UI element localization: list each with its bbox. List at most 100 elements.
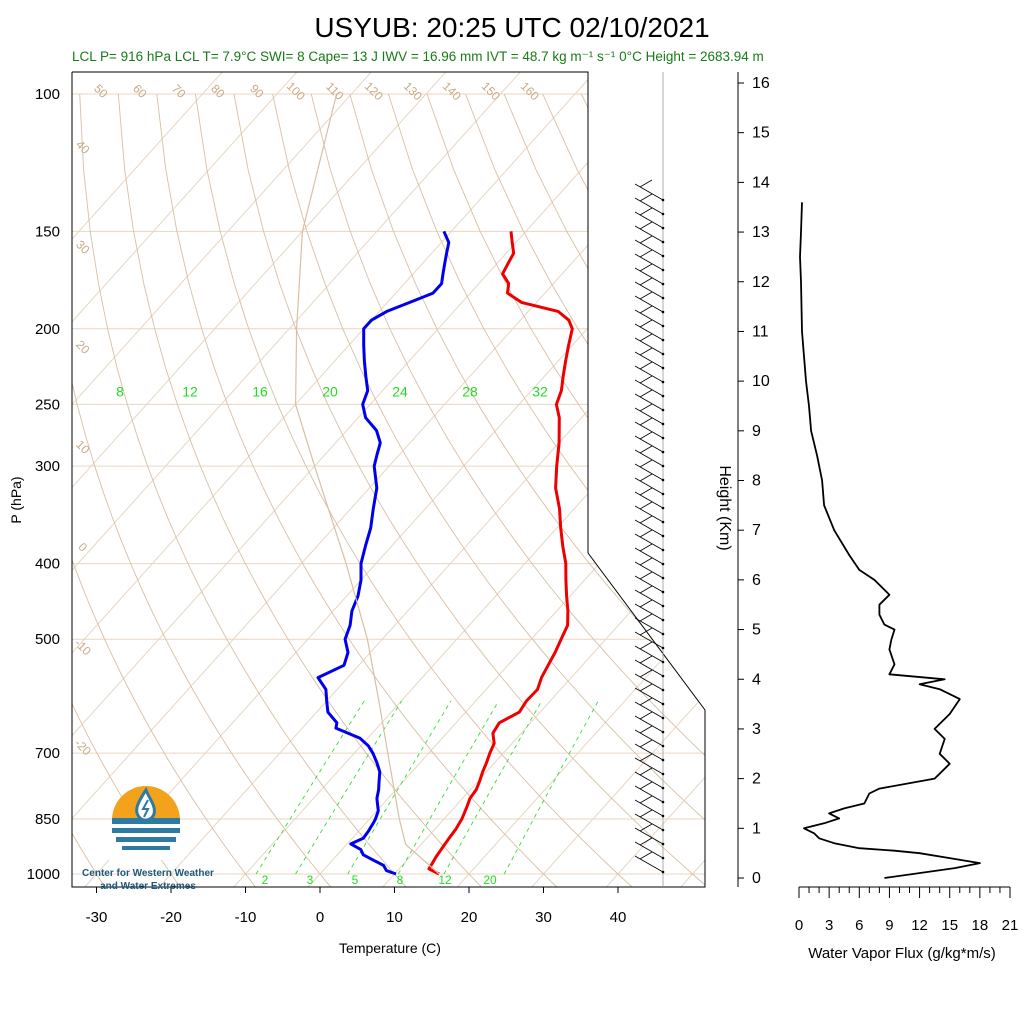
wind-barb: [634, 855, 664, 873]
y-tick-label: 400: [35, 556, 60, 573]
isotherm-line: [72, 72, 235, 887]
wind-barb-flag: [639, 809, 653, 818]
wind-barb-flag: [639, 697, 653, 706]
flux-x-tick-label: 3: [825, 917, 833, 934]
mixing-ratio-label: 12: [182, 384, 198, 400]
wind-barb-flag: [639, 627, 653, 636]
wind-dot: [661, 478, 665, 482]
isotherm-line: [155, 72, 705, 887]
wind-barb-flag: [639, 375, 653, 384]
y-axis-label: P (hPa): [8, 476, 24, 523]
flux-y-tick-label: 0: [752, 870, 761, 887]
y-tick-label: 700: [35, 745, 60, 762]
y-tick-label: 200: [35, 321, 60, 338]
wind-dot: [661, 702, 665, 706]
mixing-ratio-bottom-label: 2: [262, 873, 269, 887]
wind-dot: [661, 212, 665, 216]
wind-barb: [634, 561, 664, 579]
y-tick-label: 250: [35, 396, 60, 413]
isotherm-line: [72, 72, 384, 887]
flux-x-tick-label: 12: [911, 917, 928, 934]
isotherm-label: 10: [73, 437, 93, 457]
logo-wave-icon: [112, 818, 180, 850]
adiabat-label: 160: [518, 79, 542, 103]
mixing-ratio-bottom-label: 12: [438, 873, 452, 887]
mixing-ratio-bottom-label: 20: [483, 873, 497, 887]
wind-dot: [661, 590, 665, 594]
wind-dot: [661, 632, 665, 636]
wind-barb-flag: [639, 683, 653, 692]
wind-barb-flag: [639, 291, 653, 300]
y-tick-label: 300: [35, 458, 60, 475]
wind-barb: [634, 603, 664, 621]
dry-adiabat: [658, 93, 705, 887]
isotherm-line: [230, 72, 705, 887]
isotherm-line: [72, 72, 705, 887]
wind-barb-flag: [639, 725, 653, 734]
wind-barb: [634, 239, 664, 257]
wind-barb-flag: [639, 487, 653, 496]
wind-barb-flag: [639, 221, 653, 230]
wind-barb-flag: [639, 669, 653, 678]
dry-adiabat: [310, 93, 705, 887]
flux-x-tick-label: 6: [855, 917, 863, 934]
wind-dot: [661, 366, 665, 370]
flux-y-tick-label: 12: [752, 274, 770, 291]
dry-adiabat: [233, 93, 705, 887]
x-axis-label: Temperature (C): [339, 940, 441, 956]
wind-dot: [661, 576, 665, 580]
wind-dot: [661, 548, 665, 552]
dry-adiabat: [79, 93, 410, 887]
parcel-trace: [295, 93, 440, 875]
wind-barb-flag: [639, 515, 653, 524]
wind-dot: [661, 562, 665, 566]
dry-adiabat: [580, 93, 705, 887]
wind-dot: [661, 268, 665, 272]
x-tick-label: -10: [235, 909, 257, 926]
mixing-ratio-label: 16: [252, 384, 268, 400]
wind-dot: [661, 450, 665, 454]
wind-barb: [634, 309, 664, 327]
wind-dot: [661, 226, 665, 230]
isotherm-line: [602, 72, 705, 887]
wind-dot: [661, 758, 665, 762]
mixing-ratio-line: [503, 700, 599, 875]
wind-barb: [634, 631, 664, 649]
wind-barb: [634, 701, 664, 719]
wind-barb: [634, 323, 664, 341]
wind-barb: [634, 813, 664, 831]
flux-y-tick-label: 13: [752, 224, 770, 241]
y-tick-label: 150: [35, 223, 60, 240]
wind-dot: [661, 786, 665, 790]
mixing-ratio-label: 28: [462, 384, 478, 400]
wind-barb-flag: [639, 263, 653, 272]
water-vapor-flux-trace: [799, 202, 981, 879]
flux-x-label: Water Vapor Flux (g/kg*m/s): [808, 945, 996, 962]
wind-barb-flag: [639, 837, 653, 846]
dewpoint-trace: [316, 230, 451, 876]
wind-barb: [634, 645, 664, 663]
isotherm-line: [72, 72, 682, 887]
isotherm-line: [72, 72, 608, 887]
wind-dot: [661, 744, 665, 748]
wind-barb: [634, 421, 664, 439]
wind-barb: [634, 799, 664, 817]
wind-barb: [634, 435, 664, 453]
wind-barb: [634, 337, 664, 355]
wind-barb-flag: [639, 207, 653, 216]
mixing-ratio-label: 20: [322, 384, 338, 400]
isotherm-line: [453, 72, 705, 887]
isotherm-line: [752, 58, 1024, 890]
flux-y-tick-label: 8: [752, 473, 761, 490]
wind-barbs: [634, 72, 665, 887]
adiabat-label: 150: [479, 79, 503, 103]
flux-y-tick-label: 16: [752, 75, 770, 92]
dry-adiabat: [619, 93, 705, 887]
dry-adiabat: [72, 93, 183, 887]
wind-dot: [661, 296, 665, 300]
plot-frame: [71, 71, 706, 888]
wind-dot: [661, 660, 665, 664]
wind-barb: [634, 505, 664, 523]
wind-dot: [661, 324, 665, 328]
wind-dot: [661, 730, 665, 734]
